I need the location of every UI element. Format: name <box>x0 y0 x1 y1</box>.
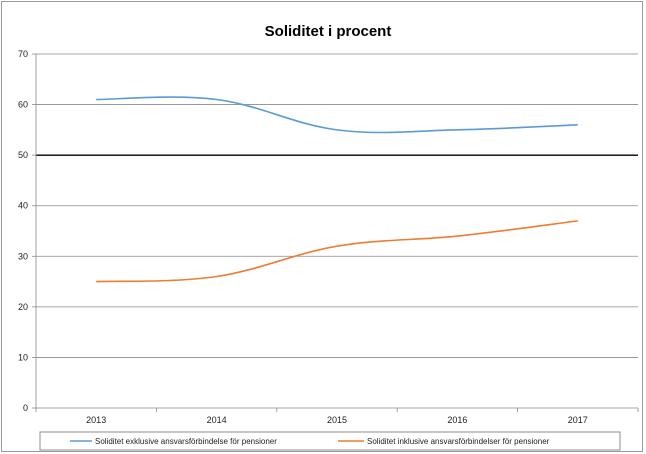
x-axis-tick-labels: 2013 2014 2015 2016 2017 <box>86 415 588 425</box>
legend-label-series-1: Soliditet exklusive ansvarsförbindelse f… <box>95 437 277 446</box>
y-tick-label: 0 <box>23 403 28 413</box>
series-lines <box>96 96 578 283</box>
x-tick-label: 2015 <box>327 415 347 425</box>
y-tick-label: 30 <box>18 251 28 261</box>
axes <box>32 53 639 412</box>
y-tick-label: 10 <box>18 352 28 362</box>
series-line-2 <box>96 220 578 283</box>
y-tick-label: 60 <box>18 100 28 110</box>
x-tick-label: 2013 <box>86 415 106 425</box>
x-tick-label: 2016 <box>447 415 467 425</box>
legend: Soliditet exklusive ansvarsförbindelse f… <box>39 431 621 451</box>
series-line-1 <box>96 96 578 134</box>
y-tick-label: 40 <box>18 201 28 211</box>
y-tick-label: 70 <box>18 49 28 59</box>
y-tick-label: 20 <box>18 302 28 312</box>
chart-title: Soliditet i procent <box>265 23 392 40</box>
y-tick-label: 50 <box>18 150 28 160</box>
legend-label-series-2: Soliditet inklusive ansvarsförbindelser … <box>367 437 550 446</box>
x-tick-label: 2014 <box>207 415 227 425</box>
gridlines <box>36 53 638 358</box>
legend-box <box>39 431 621 451</box>
x-tick-label: 2017 <box>568 415 588 425</box>
y-axis-tick-labels: 0 10 20 30 40 50 60 70 <box>18 49 28 413</box>
